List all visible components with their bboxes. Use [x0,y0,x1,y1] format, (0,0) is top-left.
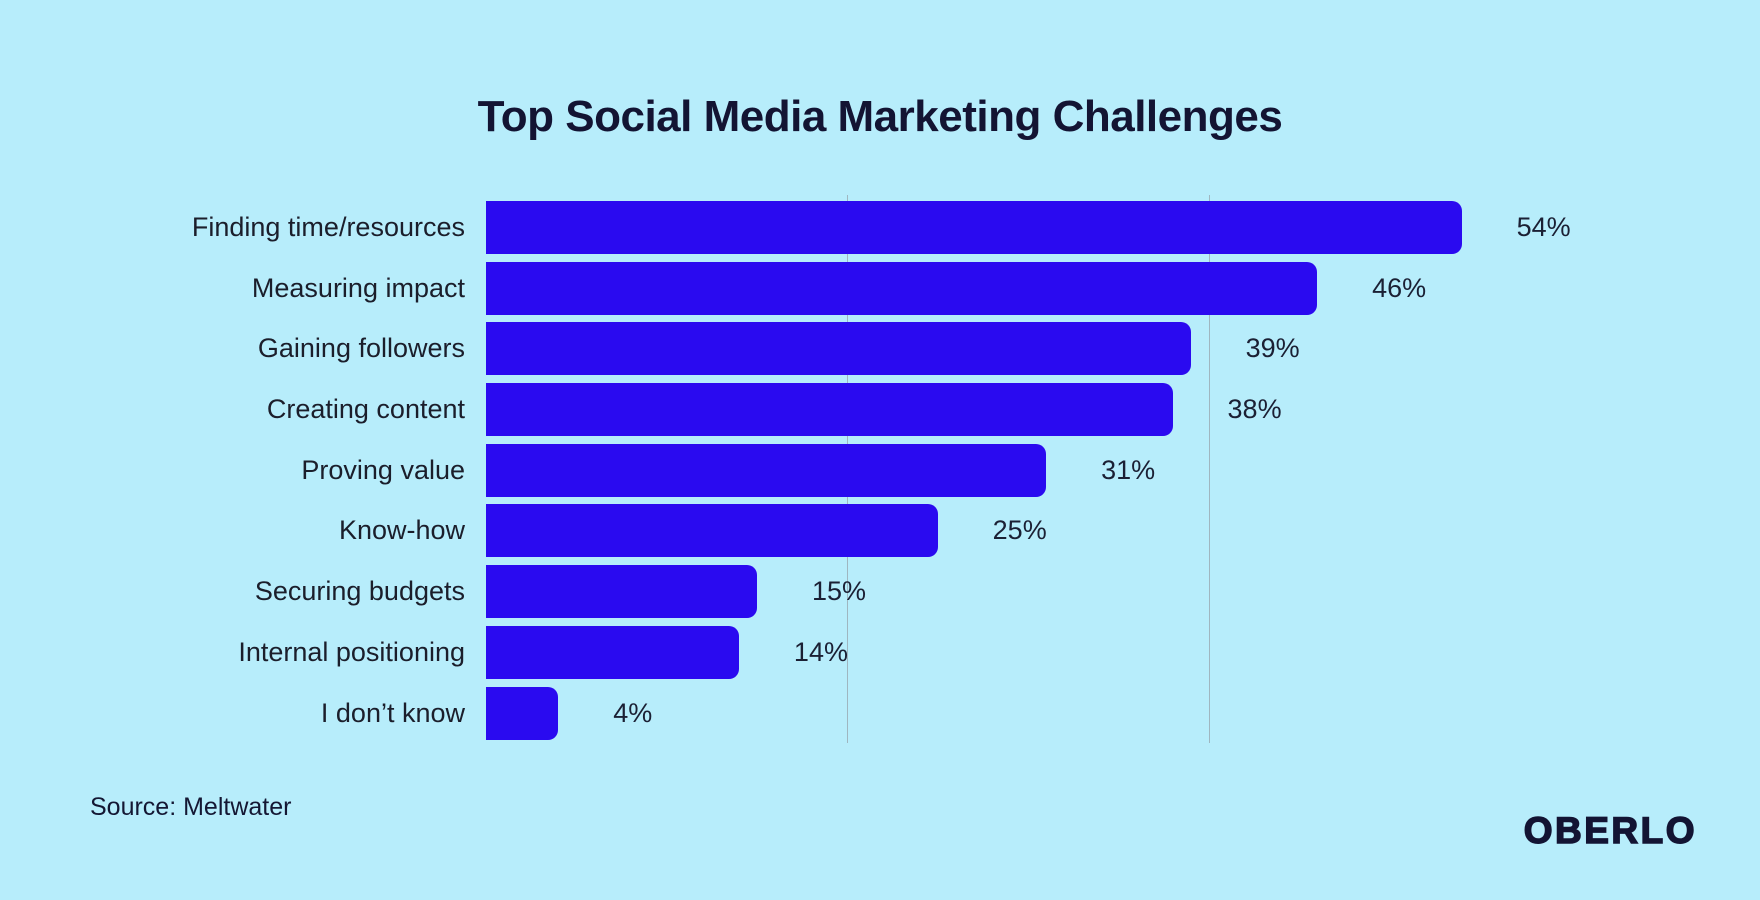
value-label: 15% [812,576,867,607]
bar [486,565,757,619]
bar [486,201,1462,254]
value-label: 54% [1516,212,1571,242]
oberlo-logo: OBERLO [1523,809,1697,852]
value-label: 14% [793,636,848,667]
value-label: 25% [992,515,1047,546]
bar-row: Creating content 38% [267,383,1570,437]
category-label: Securing budgets [254,576,465,607]
category-label: Know-how [338,515,465,546]
category-label: Proving value [301,454,465,485]
bar [486,261,1318,315]
category-label: Internal positioning [238,636,465,667]
bar-rows: Finding time/resources 54% Measuring impac… [192,201,1571,740]
bar-row: Internal positioning 14% [238,625,1570,679]
bar-row: I don’t know 4% [321,686,1570,740]
value-label: 4% [613,697,653,728]
bar-row: Proving value 31% [301,443,1570,497]
category-label: Finding time/resources [191,212,465,242]
category-label: I don’t know [320,697,465,728]
source-note: Source: Meltwater [90,793,292,821]
bar-row: Securing budgets 15% [255,565,1570,619]
bar-row: Finding time/resources 54% [192,201,1571,254]
bar [486,625,739,679]
category-label: Creating content [266,394,465,425]
value-label: 38% [1227,394,1282,425]
bar [486,322,1191,376]
category-label: Gaining followers [257,333,465,364]
value-label: 39% [1245,333,1300,364]
bar [486,686,559,740]
bar-row: Measuring impact 46% [252,261,1570,315]
gridline-40 [1208,195,1210,743]
bar-row: Know-how 25% [339,504,1570,558]
bar-row: Gaining followers 39% [258,322,1570,376]
bar-chart: Finding time/resources 54% Measuring impac… [192,195,1571,743]
value-label: 46% [1372,272,1427,303]
bar [486,383,1173,437]
category-label: Measuring impact [251,272,465,303]
chart-title: Top Social Media Marketing Challenges [477,92,1283,141]
value-label: 31% [1101,454,1156,485]
bar [486,443,1047,497]
bar [486,504,938,558]
